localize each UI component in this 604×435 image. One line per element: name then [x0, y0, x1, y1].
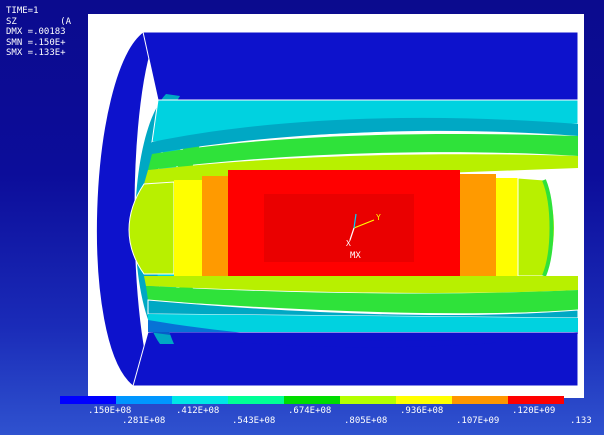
info-smx: SMX =.133E+ — [6, 48, 66, 58]
info-smn: SMN =.150E+ — [6, 37, 66, 48]
legend-tick-6: .936E+08 — [400, 406, 444, 416]
legend-tick-4: .674E+08 — [288, 406, 332, 416]
legend-swatch-4 — [284, 396, 340, 404]
triad-x-label: X — [346, 239, 351, 248]
upper-band-green — [148, 133, 578, 170]
core-inner-bore-edge — [542, 179, 554, 277]
triad-y-label: Y — [376, 213, 381, 222]
info-component: SZ (A — [6, 16, 72, 27]
legend-tick-1: .281E+08 — [122, 416, 166, 426]
core-yellow-right — [496, 178, 518, 276]
core-orange-right — [460, 174, 496, 280]
model-background: MX Y X — [88, 14, 584, 398]
legend-tick-2: .412E+08 — [176, 406, 220, 416]
legend-swatch-2 — [172, 396, 228, 404]
core-yellow-left — [174, 180, 202, 276]
coordinate-triad: Y X — [346, 213, 381, 248]
legend-swatch-8 — [508, 396, 564, 404]
legend-swatch-6 — [396, 396, 452, 404]
info-time: TIME=1 — [6, 6, 39, 16]
legend-swatch-3 — [228, 396, 284, 404]
result-info-panel: TIME=1 SZ (A DMX =.00183 SMN =.150E+ SMX… — [6, 6, 71, 59]
legend-tick-5: .805E+08 — [344, 416, 388, 426]
legend-swatch-5 — [340, 396, 396, 404]
legend-tick-0: .150E+08 — [88, 406, 132, 416]
legend-tick-3: .543E+08 — [232, 416, 276, 426]
legend-color-bar — [60, 396, 564, 404]
info-dmx: DMX =.00183 — [6, 27, 66, 37]
max-marker-label: MX — [350, 251, 361, 261]
core-dark-red-highlight — [264, 194, 414, 262]
legend-tick-9: .133 — [570, 416, 592, 426]
legend-swatch-1 — [116, 396, 172, 404]
lower-layer-cyan — [148, 314, 578, 332]
lower-band-blue-arc — [148, 320, 578, 348]
lower-band-lime — [144, 276, 578, 293]
legend-swatch-7 — [452, 396, 508, 404]
legend-tick-8: .120E+09 — [512, 406, 556, 416]
outer-shell-top — [142, 31, 579, 101]
core-left-lime — [128, 181, 175, 275]
upper-band-teal — [152, 117, 578, 154]
stress-contour-plot[interactable]: MX Y X — [88, 14, 584, 398]
legend-tick-7: .107E+09 — [456, 416, 500, 426]
lower-band-green — [146, 286, 578, 314]
core-orange-left — [202, 176, 228, 280]
legend-swatch-0 — [60, 396, 116, 404]
contour-legend: .150E+08 .281E+08 .412E+08 .543E+08 .674… — [60, 396, 604, 430]
lower-band-teal — [147, 299, 579, 319]
